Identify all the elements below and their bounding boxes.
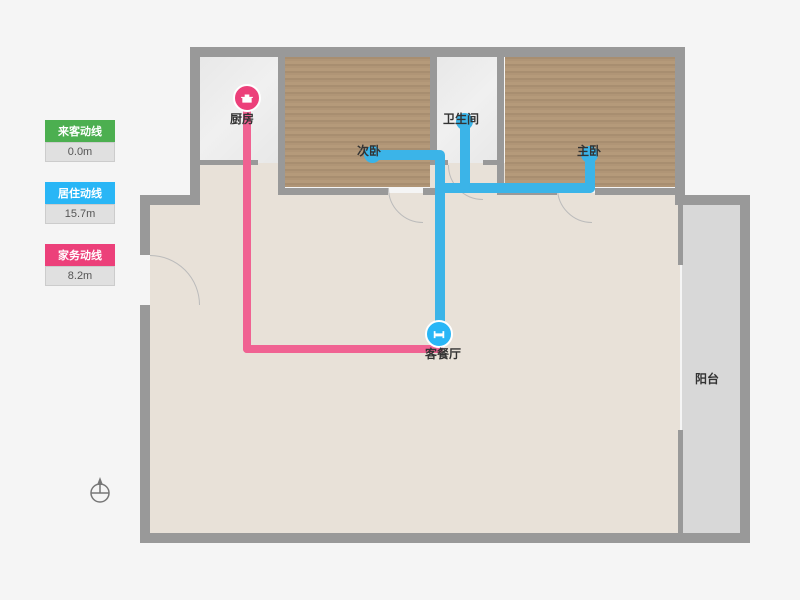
- label-bedroom2: 次卧: [357, 142, 381, 159]
- room-fill-living: [150, 203, 680, 533]
- wall-kitchen-right: [278, 50, 285, 195]
- flow-blue-main-v: [435, 150, 445, 330]
- room-fill-balcony: [682, 205, 742, 533]
- wall-bedroom2-right: [430, 50, 437, 163]
- wall-outer-topright-step: [675, 195, 750, 205]
- wall-balcony-left-upper: [678, 205, 683, 265]
- flow-pink-h: [243, 345, 443, 353]
- legend-item-living: 居住动线 15.7m: [45, 182, 115, 224]
- flow-blue-to-bed1-h: [435, 183, 595, 193]
- wall-outer-left-upper: [140, 195, 150, 255]
- wall-balcony-left-lower: [678, 430, 683, 535]
- wall-bathroom-right: [497, 50, 504, 195]
- wall-outer-topright: [675, 47, 685, 200]
- floorplan-canvas: 厨房 次卧 卫生间 主卧 客餐厅 阳台: [135, 50, 760, 550]
- legend-label-chores: 家务动线: [45, 244, 115, 266]
- flow-pink-v: [243, 105, 251, 353]
- wall-bathroom-bottom-right: [483, 160, 503, 165]
- flow-node-kitchen: [233, 84, 261, 112]
- wall-outer-top: [190, 47, 685, 57]
- label-bedroom1: 主卧: [577, 142, 601, 159]
- wall-outer-left-lower: [140, 305, 150, 540]
- room-fill-bedroom2: [285, 57, 430, 187]
- compass-svg: [85, 475, 115, 505]
- label-balcony: 阳台: [695, 370, 719, 387]
- wall-outer-right: [740, 195, 750, 540]
- pot-icon: [240, 91, 254, 105]
- compass-icon: [85, 475, 115, 505]
- legend-label-living: 居住动线: [45, 182, 115, 204]
- label-bathroom: 卫生间: [443, 110, 479, 127]
- label-kitchen: 厨房: [230, 110, 254, 127]
- flow-node-living: [425, 320, 453, 348]
- legend-value-chores: 8.2m: [45, 266, 115, 286]
- wall-outer-topleft: [190, 47, 200, 200]
- legend-label-guest: 来客动线: [45, 120, 115, 142]
- wall-outer-bottom: [140, 533, 750, 543]
- legend-value-living: 15.7m: [45, 204, 115, 224]
- wall-bedroom2-bottom-left: [278, 188, 388, 195]
- legend-panel: 来客动线 0.0m 居住动线 15.7m 家务动线 8.2m: [45, 120, 115, 306]
- wall-bedroom1-bottom-right: [595, 188, 682, 195]
- label-living: 客餐厅: [425, 345, 461, 362]
- legend-item-guest: 来客动线 0.0m: [45, 120, 115, 162]
- bed-icon: [432, 327, 446, 341]
- legend-item-chores: 家务动线 8.2m: [45, 244, 115, 286]
- legend-value-guest: 0.0m: [45, 142, 115, 162]
